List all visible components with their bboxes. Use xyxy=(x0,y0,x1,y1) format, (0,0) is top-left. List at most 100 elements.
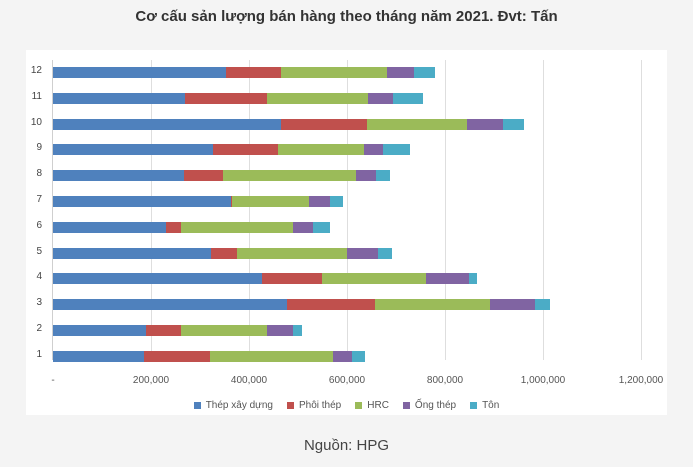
bar-segment xyxy=(502,118,524,130)
bar-segment xyxy=(308,196,330,207)
bar-row: 9 xyxy=(26,137,626,163)
x-tick-label: 200,000 xyxy=(132,375,170,386)
bar-segment xyxy=(374,299,491,311)
bar-segment xyxy=(293,325,302,336)
bar-row: 2 xyxy=(26,318,626,344)
bar-segment xyxy=(287,299,375,311)
category-label: 1 xyxy=(36,348,42,360)
bar-segment xyxy=(332,350,352,362)
category-label: 10 xyxy=(30,116,42,128)
chart-title: Cơ cấu sản lượng bán hàng theo tháng năm… xyxy=(135,8,558,25)
bar-segment xyxy=(321,273,426,285)
bar-segment xyxy=(53,196,231,207)
bar-segment xyxy=(293,221,314,233)
bar-segment xyxy=(355,170,376,182)
gridline xyxy=(543,60,544,360)
bar-segment xyxy=(313,221,330,233)
bar-segment xyxy=(53,350,145,362)
stacked-bar xyxy=(53,325,302,336)
legend-label: Ống thép xyxy=(414,400,457,411)
bar-segment xyxy=(53,247,211,259)
bar-segment xyxy=(364,144,383,156)
x-tick-label: - xyxy=(51,375,55,386)
bar-row: 10 xyxy=(26,112,626,138)
bar-segment xyxy=(209,350,333,362)
bar-segment xyxy=(468,273,477,285)
bar-segment xyxy=(237,247,347,259)
category-label: 6 xyxy=(36,219,42,231)
category-label: 2 xyxy=(36,323,42,334)
x-tick-label: 1,000,000 xyxy=(520,375,566,386)
bar-segment xyxy=(53,170,184,182)
category-label: 7 xyxy=(36,194,42,205)
x-tick-label: 800,000 xyxy=(426,375,464,386)
gridline xyxy=(445,60,446,360)
bar-row: 11 xyxy=(26,86,626,112)
bar-segment xyxy=(53,67,226,78)
bar-segment xyxy=(280,67,388,78)
stacked-bar xyxy=(53,196,344,207)
category-label: 4 xyxy=(36,271,42,283)
bar-row: 8 xyxy=(26,163,626,189)
stacked-bar xyxy=(53,170,391,182)
bar-segment xyxy=(183,170,224,182)
stacked-bar xyxy=(53,350,366,362)
legend-label: HRC xyxy=(367,400,389,411)
bar-segment xyxy=(346,247,378,259)
category-label: 9 xyxy=(36,142,42,154)
bar-segment xyxy=(225,67,281,78)
bar-segment xyxy=(280,118,368,130)
bar-segment xyxy=(375,170,391,182)
bar-segment xyxy=(53,273,263,285)
bar-segment xyxy=(230,196,232,207)
legend-label: Phôi thép xyxy=(298,400,342,411)
bar-segment xyxy=(382,144,411,156)
stacked-bar xyxy=(53,247,393,259)
bar-segment xyxy=(377,247,393,259)
bar-segment xyxy=(210,247,238,259)
source-caption: Nguồn: HPG xyxy=(303,437,390,454)
bar-segment xyxy=(180,221,294,233)
stacked-bar xyxy=(53,299,550,311)
x-tick-label: 600,000 xyxy=(328,375,366,386)
bar-segment xyxy=(490,299,536,311)
legend-item: HRC xyxy=(355,400,389,411)
bar-segment xyxy=(180,325,268,336)
bar-segment xyxy=(467,118,503,130)
y-axis-line xyxy=(52,60,53,360)
bar-segment xyxy=(351,350,366,362)
legend: Thép xây dựng Phôi thép HRC Ống thép Tôn xyxy=(26,400,667,411)
legend-item: Thép xây dựng xyxy=(193,400,273,411)
chart-panel: 1 2 3 4 5 6 7 8 9 10 11 12 -200,000 400,000 600,000 80… xyxy=(26,50,667,415)
bar-row: 12 xyxy=(26,60,626,86)
stacked-bar xyxy=(53,67,436,78)
bar-segment xyxy=(267,325,294,336)
legend-item: Ống thép xyxy=(402,400,457,411)
bar-segment xyxy=(368,92,394,104)
bar-segment xyxy=(166,221,181,233)
bar-segment xyxy=(213,144,278,156)
bar-segment xyxy=(277,144,365,156)
bar-segment xyxy=(387,67,415,78)
bar-segment xyxy=(53,118,281,130)
stacked-bar xyxy=(53,118,524,130)
x-tick-label: 1,200,000 xyxy=(618,375,664,386)
legend-swatch-icon xyxy=(286,402,294,409)
bar-segment xyxy=(393,92,423,104)
bar-segment xyxy=(53,299,288,311)
gridline xyxy=(151,60,152,360)
bar-segment xyxy=(231,196,309,207)
bar-row: 7 xyxy=(26,189,626,215)
bar-segment xyxy=(414,67,436,78)
bar-row: 6 xyxy=(26,215,626,241)
category-label: 12 xyxy=(30,65,42,76)
gridline xyxy=(249,60,250,360)
legend-label: Thép xây dựng xyxy=(205,400,273,411)
gridline xyxy=(347,60,348,360)
bar-segment xyxy=(184,92,268,104)
bar-segment xyxy=(53,221,167,233)
bar-row: 3 xyxy=(26,292,626,318)
bar-segment xyxy=(367,118,468,130)
legend-swatch-icon xyxy=(193,402,201,409)
bar-row: 4 xyxy=(26,266,626,292)
